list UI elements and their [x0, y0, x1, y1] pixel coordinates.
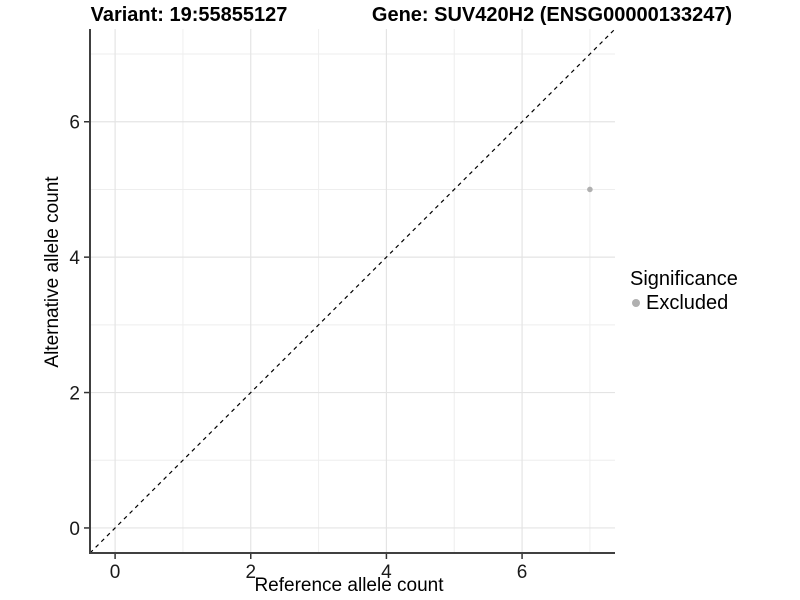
- x-axis-title: Reference allele count: [254, 575, 444, 596]
- identity-line: [89, 28, 616, 554]
- x-tick-label: 4: [381, 562, 392, 583]
- y-tick-label: 0: [69, 519, 80, 540]
- excluded-point-icon: [632, 299, 640, 307]
- legend-item-excluded: Excluded: [630, 292, 738, 314]
- legend-title: Significance: [630, 268, 738, 290]
- plot-title-gene: Gene: SUV420H2 (ENSG00000133247): [371, 4, 733, 26]
- y-tick-label: 2: [69, 384, 80, 405]
- y-tick-label: 6: [69, 113, 80, 134]
- x-tick-label: 0: [110, 562, 121, 583]
- x-tick-label: 2: [245, 562, 256, 583]
- x-tick-label: 6: [517, 562, 528, 583]
- legend: Significance Excluded: [630, 268, 738, 314]
- plot-title-variant: Variant: 19:55855127: [90, 4, 288, 26]
- y-tick-label: 4: [69, 248, 80, 269]
- legend-item-label: Excluded: [646, 292, 729, 314]
- data-point-excluded: [587, 186, 593, 193]
- y-axis-title: Alternative allele count: [42, 176, 63, 368]
